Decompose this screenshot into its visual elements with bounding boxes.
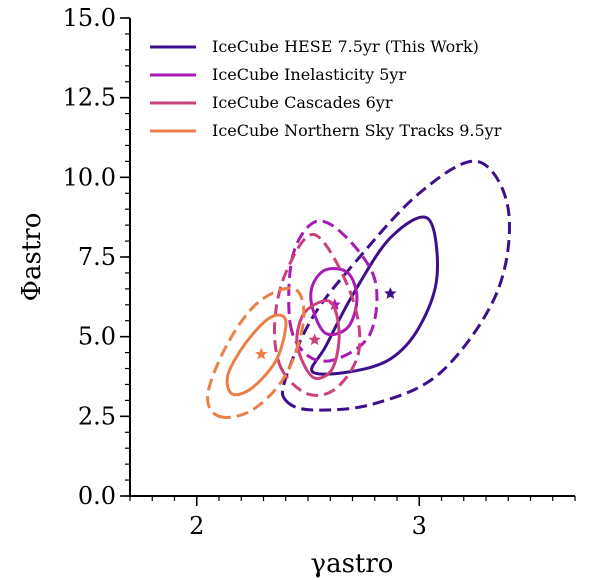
contour-68-series-3 xyxy=(295,299,341,380)
best-fit-star-series-4 xyxy=(255,347,268,360)
series-4 xyxy=(206,286,306,419)
legend: IceCube HESE 7.5yr (This Work) IceCube In… xyxy=(150,37,502,140)
x-tick-label: 2 xyxy=(189,512,204,540)
contour-95-series-1 xyxy=(280,159,511,412)
x-tick-label: 3 xyxy=(412,512,427,540)
y-tick-label: 7.5 xyxy=(78,243,116,271)
contour-95-series-3 xyxy=(272,233,362,397)
y-tick-label: 0.0 xyxy=(78,482,116,510)
best-fit-star-series-2 xyxy=(328,298,341,311)
legend-label-series-4: IceCube Northern Sky Tracks 9.5yr xyxy=(212,121,502,140)
contour-95-series-4 xyxy=(206,286,306,419)
y-tick-label: 2.5 xyxy=(78,402,116,430)
series-3 xyxy=(272,233,362,397)
legend-label-series-3: IceCube Cascades 6yr xyxy=(212,93,393,112)
y-tick-label: 12.5 xyxy=(63,84,116,112)
y-tick-label: 10.0 xyxy=(63,163,116,191)
x-axis-label: γastro xyxy=(311,549,394,579)
best-fit-star-series-1 xyxy=(384,287,397,299)
contour-68-series-2 xyxy=(309,267,359,337)
series-1 xyxy=(280,159,511,412)
contour-68-series-4 xyxy=(225,313,288,397)
y-tick-label: 5.0 xyxy=(78,323,116,351)
best-fit-star-series-3 xyxy=(308,333,321,346)
y-tick-label: 15.0 xyxy=(63,4,116,32)
contour-95-series-2 xyxy=(287,219,379,363)
legend-label-series-2: IceCube Inelasticity 5yr xyxy=(212,65,406,84)
y-axis-label: Φastro xyxy=(17,213,47,302)
legend-label-series-1: IceCube HESE 7.5yr (This Work) xyxy=(212,37,479,56)
series-2 xyxy=(287,219,379,363)
